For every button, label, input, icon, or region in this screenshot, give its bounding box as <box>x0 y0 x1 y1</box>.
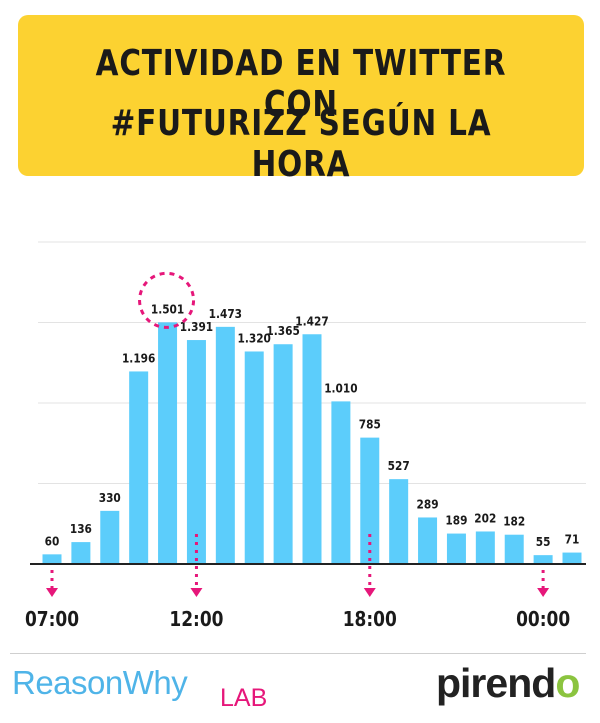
title-banner: ACTIVIDAD EN TWITTER CON #FUTURIZZ SEGÚN… <box>18 15 584 185</box>
bar <box>331 401 351 564</box>
bar-value-label: 189 <box>445 514 467 528</box>
bar-value-label: 1.427 <box>295 315 328 329</box>
time-marker-arrowhead <box>190 588 203 597</box>
bar <box>129 371 149 564</box>
bar <box>389 479 409 564</box>
footer-divider <box>10 653 586 654</box>
title-line-1: ACTIVIDAD EN TWITTER CON <box>95 43 507 125</box>
bar-value-label: 60 <box>45 535 60 549</box>
reasonwhy-lab-label: LAB <box>220 684 268 712</box>
bar-value-label: 182 <box>503 515 525 529</box>
bar-value-label: 1.473 <box>209 307 242 321</box>
bar <box>562 552 582 564</box>
title-line-2: #FUTURIZZ SEGÚN LA HORA <box>110 103 492 185</box>
bar <box>418 517 438 564</box>
bar-value-label: 289 <box>417 498 439 512</box>
bar-value-label: 71 <box>565 533 580 547</box>
bar-value-label: 1.501 <box>151 303 185 317</box>
bar-value-label: 1.391 <box>180 320 214 334</box>
bar <box>186 340 206 564</box>
time-marker-label: 12:00 <box>169 609 223 632</box>
bar-value-label: 1.365 <box>266 325 300 339</box>
bar-value-label: 785 <box>359 418 381 432</box>
bar <box>504 534 524 564</box>
bar <box>158 322 178 564</box>
time-marker-label: 00:00 <box>516 609 570 632</box>
time-marker-label: 18:00 <box>343 609 397 632</box>
bar <box>42 554 62 564</box>
time-marker-arrowhead <box>537 588 550 597</box>
bar-value-label: 1.196 <box>122 352 156 366</box>
bar <box>244 351 264 564</box>
bar <box>71 542 91 564</box>
bar <box>100 510 120 564</box>
bar <box>360 437 380 564</box>
bar-value-label: 527 <box>388 460 410 474</box>
bar-chart: 601363301.1961.5011.3911.4731.3201.3651.… <box>25 241 586 632</box>
time-marker-arrowhead <box>46 588 58 597</box>
bar <box>302 334 322 564</box>
bar-value-label: 55 <box>536 536 551 550</box>
bar <box>533 555 553 564</box>
bar <box>475 531 495 564</box>
bar-value-label: 136 <box>70 522 92 536</box>
pirendo-logo: pirendo <box>436 660 580 706</box>
time-marker-label: 07:00 <box>25 609 79 632</box>
peak-highlight-circle <box>138 271 196 329</box>
bar-value-label: 202 <box>474 512 496 526</box>
bar-value-label: 1.320 <box>238 332 272 346</box>
bar <box>215 326 235 564</box>
bar-value-label: 1.010 <box>324 382 358 396</box>
reasonwhy-logo: ReasonWhy <box>12 664 188 701</box>
bar <box>446 533 466 564</box>
bar-value-label: 330 <box>99 491 121 505</box>
time-marker-arrowhead <box>363 588 376 597</box>
bar <box>273 344 293 564</box>
